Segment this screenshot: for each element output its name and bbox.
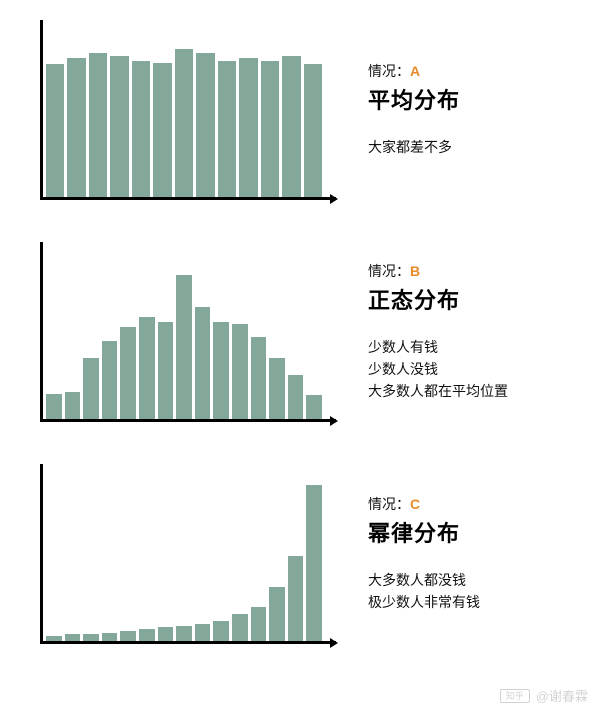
chart-b xyxy=(40,242,330,422)
bar xyxy=(195,624,211,641)
bar xyxy=(239,58,257,197)
bar xyxy=(288,556,304,641)
bar xyxy=(110,56,128,197)
bar xyxy=(139,629,155,641)
bar xyxy=(232,324,248,419)
bar xyxy=(153,63,171,197)
case-letter: C xyxy=(410,496,420,512)
bar xyxy=(176,626,192,641)
subtitle-line: 大多数人都没钱 xyxy=(368,570,570,592)
bar xyxy=(102,633,118,642)
x-axis xyxy=(40,419,336,422)
case-line: 情况：C xyxy=(368,494,570,514)
bars-group xyxy=(46,471,322,641)
chart-c xyxy=(40,464,330,644)
bar xyxy=(269,587,285,641)
bar xyxy=(46,636,62,641)
y-axis xyxy=(40,464,43,644)
bar xyxy=(175,49,193,197)
chart-title: 正态分布 xyxy=(368,283,570,315)
chart-subtitle: 少数人有钱少数人没钱大多数人都在平均位置 xyxy=(368,337,570,402)
bar xyxy=(89,53,107,198)
bar xyxy=(261,61,279,197)
bar xyxy=(195,307,211,419)
case-line: 情况：A xyxy=(368,61,570,81)
chart-subtitle: 大家都差不多 xyxy=(368,137,570,159)
subtitle-line: 少数人没钱 xyxy=(368,359,570,381)
bar xyxy=(139,317,155,419)
bar xyxy=(251,607,267,641)
bar xyxy=(46,394,62,420)
case-line: 情况：B xyxy=(368,261,570,281)
subtitle-line: 少数人有钱 xyxy=(368,337,570,359)
subtitle-line: 大家都差不多 xyxy=(368,137,570,159)
bar xyxy=(102,341,118,419)
description-c: 情况：C幂律分布大多数人都没钱极少数人非常有钱 xyxy=(368,494,570,613)
bar xyxy=(158,627,174,641)
bar xyxy=(65,634,81,641)
chart-row-a: 情况：A平均分布大家都差不多 xyxy=(40,20,570,200)
bar xyxy=(288,375,304,419)
bar xyxy=(269,358,285,419)
watermark: 知乎 @谢春霖 xyxy=(500,686,588,705)
chart-a xyxy=(40,20,330,200)
bar xyxy=(83,634,99,641)
bar xyxy=(46,64,64,197)
bar xyxy=(83,358,99,419)
case-letter: A xyxy=(410,63,420,79)
watermark-author: @谢春霖 xyxy=(536,686,588,705)
bar xyxy=(213,322,229,419)
bars-group xyxy=(46,27,322,197)
bars-group xyxy=(46,249,322,419)
x-axis xyxy=(40,641,336,644)
case-letter: B xyxy=(410,263,420,279)
bar xyxy=(65,392,81,419)
bar xyxy=(282,56,300,197)
bar xyxy=(304,64,322,197)
zhihu-logo: 知乎 xyxy=(500,689,530,703)
bar xyxy=(232,614,248,641)
chart-row-b: 情况：B正态分布少数人有钱少数人没钱大多数人都在平均位置 xyxy=(40,242,570,422)
bar xyxy=(306,395,322,419)
bar xyxy=(251,337,267,419)
y-axis xyxy=(40,242,43,422)
chart-title: 幂律分布 xyxy=(368,516,570,548)
chart-row-c: 情况：C幂律分布大多数人都没钱极少数人非常有钱 xyxy=(40,464,570,644)
bar xyxy=(67,58,85,197)
bar xyxy=(218,61,236,197)
bar xyxy=(176,275,192,420)
bar xyxy=(158,322,174,419)
bar xyxy=(196,53,214,198)
case-label: 情况： xyxy=(368,263,410,279)
chart-title: 平均分布 xyxy=(368,83,570,115)
subtitle-line: 大多数人都在平均位置 xyxy=(368,381,570,403)
bar xyxy=(132,61,150,197)
infographic-container: 情况：A平均分布大家都差不多情况：B正态分布少数人有钱少数人没钱大多数人都在平均… xyxy=(0,0,600,664)
x-axis xyxy=(40,197,336,200)
case-label: 情况： xyxy=(368,63,410,79)
bar xyxy=(120,327,136,419)
bar xyxy=(213,621,229,641)
bar xyxy=(120,631,136,641)
case-label: 情况： xyxy=(368,496,410,512)
y-axis xyxy=(40,20,43,200)
bar xyxy=(306,485,322,641)
subtitle-line: 极少数人非常有钱 xyxy=(368,592,570,614)
description-b: 情况：B正态分布少数人有钱少数人没钱大多数人都在平均位置 xyxy=(368,261,570,402)
chart-subtitle: 大多数人都没钱极少数人非常有钱 xyxy=(368,570,570,613)
description-a: 情况：A平均分布大家都差不多 xyxy=(368,61,570,159)
